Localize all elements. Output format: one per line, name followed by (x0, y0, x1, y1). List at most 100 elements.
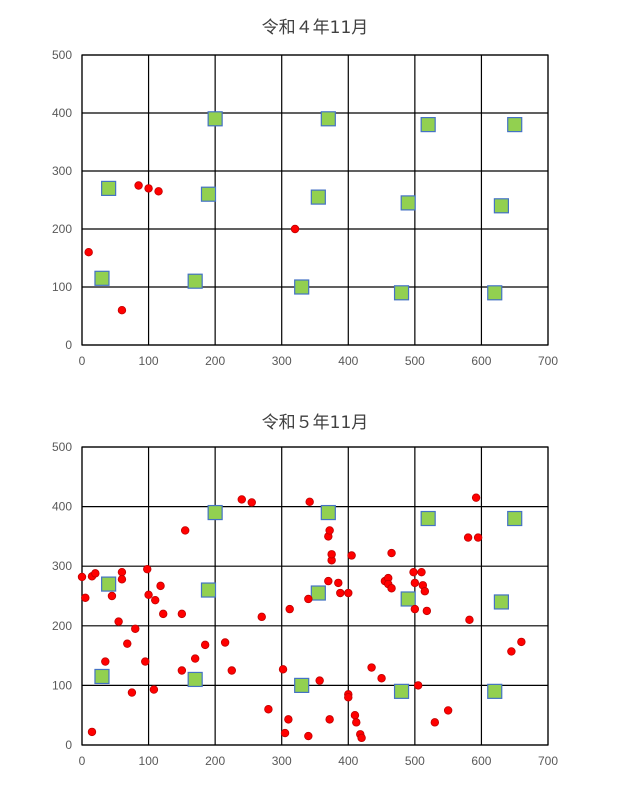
chart2-dot-point (141, 657, 150, 666)
chart2-square-point (310, 585, 326, 601)
chart2-dot-point (117, 567, 127, 577)
chart2-dot-point (156, 581, 165, 591)
chart2-dot-point (247, 498, 256, 507)
chart2-dot-point (357, 733, 366, 743)
chart2-dot-point (417, 567, 426, 577)
chart1-y-tick-label: 300 (52, 164, 72, 178)
chart2-square-point (400, 591, 416, 607)
chart2-x-tick-label: 100 (139, 754, 159, 768)
chart2-square-point (393, 683, 410, 699)
chart1-square-point (200, 186, 217, 202)
chart2-dot-point (127, 688, 137, 697)
chart2-dot-point (387, 548, 396, 558)
chart2-x-tick-label: 200 (205, 754, 225, 768)
chart1-dot-point (290, 224, 300, 234)
chart1-x-tick-label: 200 (205, 354, 225, 368)
chart2-dot-point (387, 584, 396, 593)
chart2-dot-point (377, 674, 386, 683)
chart1-square-point (400, 195, 416, 211)
chart2-dot-point (413, 681, 423, 690)
chart2-dot-point (334, 578, 343, 588)
chart2-square-point (420, 510, 436, 527)
chart2-dot-point (81, 593, 90, 602)
chart2-dot-point (278, 665, 288, 674)
chart1-x-tick-label: 0 (79, 354, 86, 368)
chart1-square-point (310, 189, 326, 205)
chart2-dot-point (227, 666, 236, 675)
chart1-square-point (320, 111, 336, 127)
chart2-dot-point (143, 564, 152, 574)
chart2-y-tick-label: 0 (65, 738, 72, 752)
chart2-square-point (94, 668, 110, 685)
chart1-y-tick-label: 0 (65, 338, 72, 352)
chart2-dot-point (410, 604, 420, 614)
chart2-dot-point (347, 551, 356, 560)
chart1-square-point (487, 285, 503, 301)
chart2-dot-point (409, 567, 418, 577)
chart2-dot-point (420, 587, 430, 596)
chart2-x-tick-label: 500 (405, 754, 425, 768)
chart2-dot-point (177, 609, 187, 619)
chart2-square-point (207, 504, 223, 521)
chart2-dot-point (352, 718, 361, 727)
chart2-dot-point (77, 572, 87, 582)
chart1-x-tick-label: 100 (139, 354, 159, 368)
chart1-square-point (294, 279, 310, 295)
chart1-dot-point (117, 306, 127, 315)
chart2-x-tick-label: 600 (471, 754, 491, 768)
chart1-x-tick-label: 300 (272, 354, 292, 368)
chart2-dot-point (131, 624, 140, 633)
chart2-square-point (320, 504, 336, 521)
chart2-dot-point (336, 588, 345, 598)
chart2-dot-point (325, 526, 334, 535)
chart2-x-tick-label: 700 (538, 754, 558, 768)
chart1-x-tick-label: 400 (338, 354, 358, 368)
chart2-dot-point (304, 731, 313, 741)
chart1-square-point (507, 116, 523, 133)
chart2-x-tick-label: 0 (79, 754, 86, 768)
chart2-dot-point (101, 657, 110, 666)
chart2-dot-point (430, 718, 440, 727)
chart1-square-point (101, 180, 117, 196)
chart1-square-point (94, 270, 110, 286)
chart2-dot-point (264, 705, 273, 714)
chart1-title: 令和４年11月 (262, 18, 369, 38)
chart2-dot-point (151, 595, 160, 605)
chart2-dot-point (463, 533, 473, 542)
chart2-y-tick-label: 200 (52, 619, 72, 633)
chart2-x-tick-label: 400 (338, 754, 358, 768)
chart2-y-tick-label: 500 (52, 440, 72, 454)
chart2-dot-point (324, 576, 333, 586)
chart2-dot-point (123, 639, 132, 648)
chart2-dot-point (367, 663, 376, 672)
chart2-dot-point (114, 617, 123, 626)
chart1-x-tick-label: 500 (405, 354, 425, 368)
chart2-dot-point (410, 578, 420, 588)
chart2-square-point (507, 510, 523, 527)
chart2-dot-point (507, 647, 516, 656)
chart2-x-tick-label: 300 (272, 754, 292, 768)
chart1-dot-point (154, 187, 163, 196)
chart2-dot-point (144, 590, 153, 600)
chart2-y-tick-label: 300 (52, 559, 72, 573)
chart2-dot-point (305, 497, 314, 507)
chart2-dot-point (87, 727, 97, 737)
chart2-dot-point (220, 638, 230, 647)
chart2-dot-point (180, 526, 190, 535)
chart2-square-point (101, 576, 117, 592)
chart2-dot-point (284, 715, 293, 724)
chart2-y-tick-label: 100 (52, 678, 72, 692)
chart2-dot-point (315, 676, 324, 685)
chart1-dot-point (144, 184, 153, 193)
chart2-square-point (493, 594, 509, 610)
chart2-dot-point (344, 588, 353, 598)
chart2-dot-point (304, 594, 313, 604)
chart1-square-point (393, 285, 410, 301)
chart2-dot-point (327, 550, 336, 559)
chart2-title: 令和５年11月 (262, 413, 369, 433)
chart2-dot-point (91, 569, 100, 578)
chart2-dot-point (159, 609, 168, 619)
chart2-dot-point (177, 666, 187, 675)
chart1-square-point (493, 198, 509, 214)
chart2-dot-point (285, 604, 294, 614)
